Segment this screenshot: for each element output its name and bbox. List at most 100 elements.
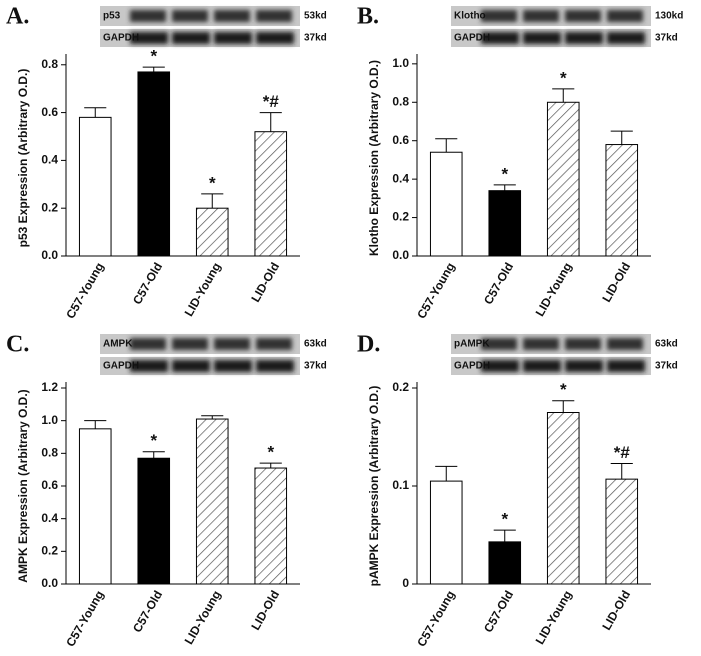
y-axis-label: Klotho Expression (Arbitrary O.D.) bbox=[367, 60, 381, 256]
blot-band bbox=[256, 360, 294, 372]
blot-band bbox=[523, 32, 561, 44]
panel-label: C. bbox=[6, 332, 29, 358]
blot-band bbox=[481, 32, 519, 44]
panel-label: A. bbox=[6, 4, 29, 30]
blot-band bbox=[481, 360, 519, 372]
y-tick-label: 0.1 bbox=[392, 478, 409, 492]
y-tick-label: 0.0 bbox=[41, 248, 58, 262]
blot-band bbox=[172, 10, 208, 22]
y-axis-label: pAMPK Expression (Arbitrary O.D.) bbox=[367, 386, 381, 587]
bar bbox=[195, 207, 229, 257]
blot-band bbox=[256, 32, 294, 44]
significance-mark: * bbox=[209, 173, 216, 192]
x-tick-label: C57-Old bbox=[481, 260, 516, 307]
y-axis-label: AMPK Expression (Arbitrary O.D.) bbox=[16, 389, 30, 582]
significance-mark: * bbox=[150, 47, 157, 66]
blot-band bbox=[172, 360, 210, 372]
bar bbox=[546, 412, 580, 585]
x-tick-label: C57-Old bbox=[481, 588, 516, 635]
blot-band bbox=[607, 338, 643, 350]
y-tick-label: 0.8 bbox=[41, 446, 58, 460]
bar bbox=[137, 71, 171, 257]
bar bbox=[78, 428, 112, 585]
significance-mark: *# bbox=[263, 92, 280, 111]
blot-size: 53kd bbox=[304, 11, 327, 22]
blot-band bbox=[481, 10, 517, 22]
x-tick-label: LID-Old bbox=[599, 260, 633, 305]
blot-size: 37kd bbox=[655, 33, 678, 44]
chart-panel: C. AMPK GAPDH 63kd 37kd 0.0 0.2 0.4 0.6 0.8 1.0 1.2… bbox=[6, 332, 327, 650]
x-tick-label: LID-Young bbox=[533, 588, 575, 647]
bar bbox=[605, 478, 639, 585]
x-tick-label: C57-Old bbox=[130, 588, 165, 635]
panel-label: B. bbox=[357, 4, 379, 30]
bar bbox=[195, 418, 229, 585]
blot-band bbox=[523, 360, 561, 372]
x-tick-label: LID-Old bbox=[248, 260, 282, 305]
y-tick-label: 0.8 bbox=[41, 57, 58, 71]
blot-label: GAPDH bbox=[103, 361, 139, 372]
x-tick-label: C57-Young bbox=[63, 260, 106, 321]
x-tick-label: C57-Old bbox=[130, 260, 165, 307]
significance-mark: * bbox=[501, 510, 508, 529]
x-tick-label: LID-Young bbox=[533, 260, 575, 319]
blot-band bbox=[130, 32, 168, 44]
y-tick-label: 0.8 bbox=[392, 94, 409, 108]
y-tick-label: 0.2 bbox=[41, 200, 58, 214]
blot-size: 37kd bbox=[304, 33, 327, 44]
blot-band bbox=[607, 10, 643, 22]
bar bbox=[605, 144, 639, 257]
blot-band bbox=[130, 10, 166, 22]
blot-band bbox=[214, 32, 252, 44]
y-tick-label: 0.4 bbox=[41, 511, 58, 525]
x-tick-label: LID-Young bbox=[182, 588, 224, 647]
blot-band bbox=[214, 10, 250, 22]
bar bbox=[78, 116, 112, 257]
blot-label: GAPDH bbox=[454, 33, 490, 44]
blot-band bbox=[607, 32, 645, 44]
bar bbox=[546, 101, 580, 257]
blot-band bbox=[172, 338, 208, 350]
y-tick-label: 0.6 bbox=[392, 133, 409, 147]
blot-label: AMPK bbox=[103, 339, 133, 350]
y-tick-label: 0.2 bbox=[41, 544, 58, 558]
y-tick-label: 0.4 bbox=[392, 171, 409, 185]
blot-band bbox=[565, 32, 603, 44]
blot-band bbox=[256, 338, 292, 350]
chart-panel: B. Klotho GAPDH 130kd 37kd 0.0 0.2 0.4 0.6 0.8 1.0… bbox=[357, 4, 683, 322]
bar bbox=[254, 131, 288, 257]
blot-band bbox=[481, 338, 517, 350]
y-tick-label: 0.2 bbox=[392, 380, 409, 394]
blot-band bbox=[565, 360, 603, 372]
y-tick-label: 0.6 bbox=[41, 105, 58, 119]
significance-mark: * bbox=[560, 380, 567, 399]
y-tick-label: 1.0 bbox=[41, 413, 58, 427]
y-axis-label: p53 Expression (Arbitrary O.D.) bbox=[16, 69, 30, 248]
blot-label: GAPDH bbox=[103, 33, 139, 44]
significance-mark: * bbox=[150, 431, 157, 450]
significance-mark: *# bbox=[614, 443, 631, 462]
blot-label: GAPDH bbox=[454, 361, 490, 372]
blot-size: 63kd bbox=[304, 339, 327, 350]
x-tick-label: C57-Young bbox=[414, 260, 457, 321]
blot-band bbox=[130, 338, 166, 350]
x-tick-label: LID-Young bbox=[182, 260, 224, 319]
y-tick-label: 0.6 bbox=[41, 478, 58, 492]
blot-band bbox=[256, 10, 292, 22]
blot-label: p53 bbox=[103, 11, 121, 22]
x-tick-label: C57-Young bbox=[63, 588, 106, 649]
y-tick-label: 0.4 bbox=[41, 153, 58, 167]
y-tick-label: 0.0 bbox=[392, 248, 409, 262]
blot-size: 130kd bbox=[655, 11, 683, 22]
x-tick-label: LID-Old bbox=[248, 588, 282, 633]
chart-panel: D. pAMPK GAPDH 63kd 37kd 0 0.1 0.2 pAMPK Express… bbox=[357, 332, 678, 650]
bar bbox=[429, 151, 463, 257]
y-tick-label: 1.0 bbox=[392, 56, 409, 70]
blot-label: Klotho bbox=[454, 11, 486, 22]
blot-size: 37kd bbox=[655, 361, 678, 372]
bar bbox=[254, 467, 288, 585]
blot-band bbox=[172, 32, 210, 44]
x-tick-label: LID-Old bbox=[599, 588, 633, 633]
y-tick-label: 1.2 bbox=[41, 380, 58, 394]
